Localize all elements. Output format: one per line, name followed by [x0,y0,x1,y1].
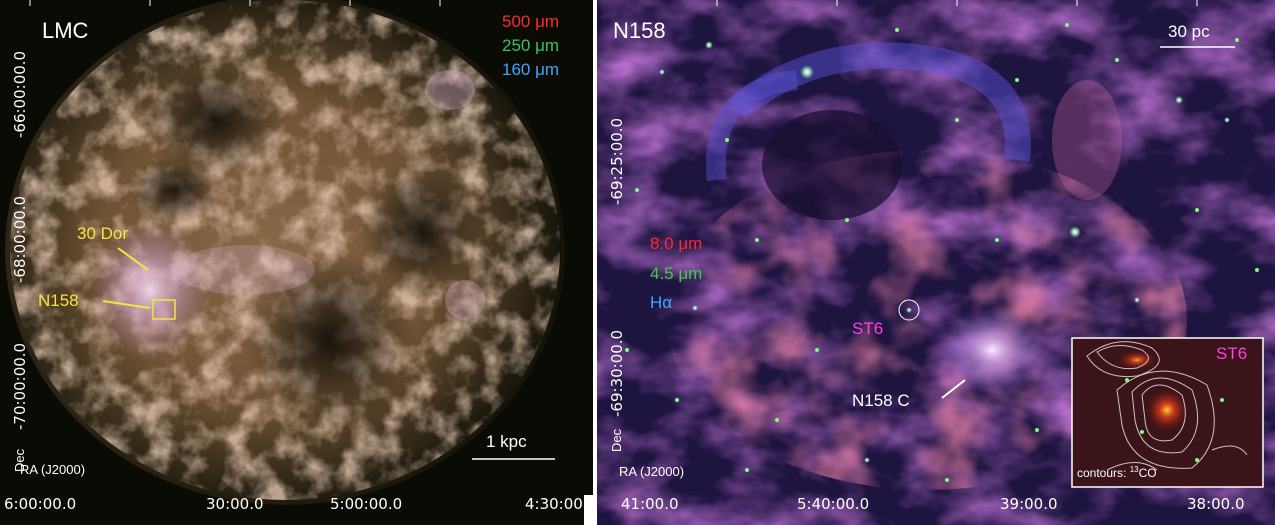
n158-ra-tick-38: 38:00.0 [1187,495,1245,513]
label-st6: ST6 [852,319,884,338]
inset-title-st6: ST6 [1216,344,1248,363]
st6-circle-marker [898,299,920,321]
n158-ra-axis-label: RA (J2000) [619,464,685,479]
n158-dec-tick-25: -69:25:00.0 [608,117,626,205]
n158-ra-tick-540: 5:40:00.0 [797,495,870,513]
label-n158-c: N158 C [852,391,910,410]
n158-image [597,0,1275,525]
n158-box [152,299,176,320]
lmc-ra-tick-6h: 6:00:00.0 [4,495,77,513]
panel-divider-foot [584,495,597,525]
n158-pointer-line [102,300,151,309]
dor-pointer-line [117,247,149,271]
label-n158: N158 [38,291,79,310]
n158-image-panel: N158 30 pc 8.0 μm 4.5 μm Hα ST6 N158 C S… [597,0,1275,525]
n158-band-4-5um: 4.5 μm [650,264,703,283]
lmc-ra-axis-label: RA (J2000) [20,462,86,477]
star-field [625,23,1259,482]
n158-band-8um: 8.0 μm [650,234,703,253]
lmc-band-250: 250 μm [502,36,560,55]
n158-dec-tick-30: -69:30:00.0 [608,329,626,417]
lmc-title: LMC [42,18,89,43]
n158-dec-axis-label: Dec [609,428,624,452]
lmc-scalebar-label: 1 kpc [486,432,527,451]
inset-caption: contours: 13CO [1077,465,1157,480]
n158c-pointer-line [941,379,966,399]
n158-title: N158 [613,18,666,43]
lmc-image-panel: LMC 500 μm 250 μm 160 μm 30 Dor N158 1 k… [0,0,593,525]
lmc-band-500: 500 μm [502,12,560,31]
n158-scalebar-label: 30 pc [1168,22,1210,41]
lmc-band-160: 160 μm [502,60,560,79]
n158-band-halpha: Hα [650,293,673,312]
lmc-ra-tick-430: 4:30:00 [525,495,583,513]
label-30-dor: 30 Dor [77,224,129,243]
lmc-dec-tick-70: -70:00:00.0 [11,342,29,430]
lmc-ra-tick-5h: 5:00:00.0 [330,495,403,513]
n158-ra-tick-39: 39:00.0 [1000,495,1058,513]
panel-divider [593,0,597,525]
st6-inset [1071,337,1264,488]
lmc-ra-tick-530: 30:00.0 [206,495,264,513]
n158-ra-tick-41: 41:00.0 [621,495,679,513]
lmc-dec-tick-68: -68:00:00.0 [11,195,29,283]
lmc-image [0,0,593,525]
lmc-dec-tick-66: -66:00:00.0 [11,50,29,138]
